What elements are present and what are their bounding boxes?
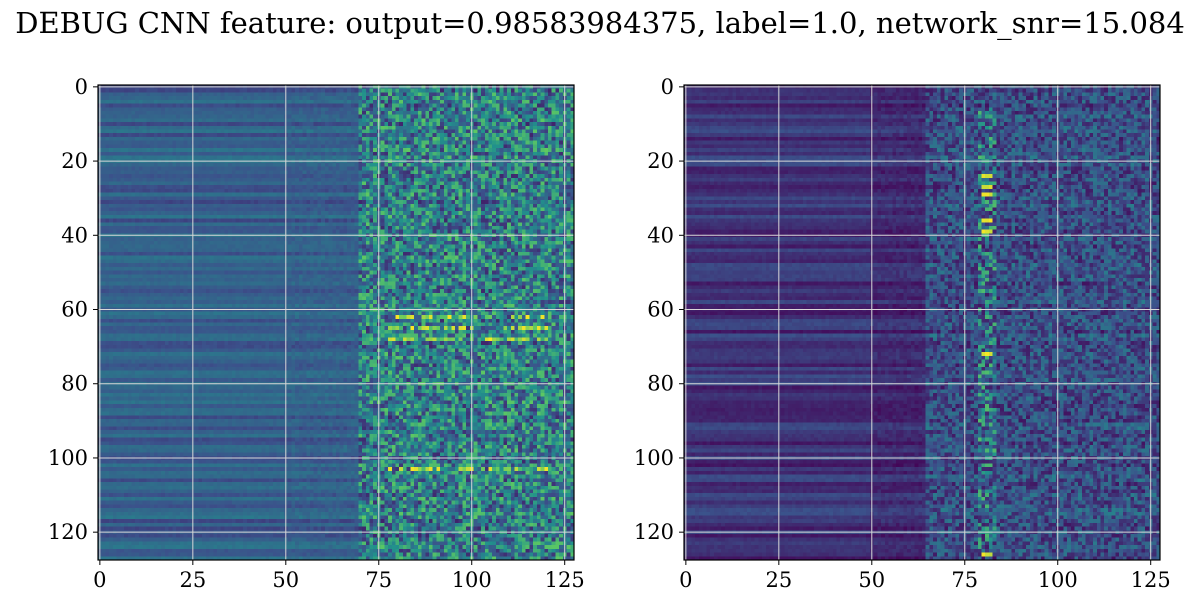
x-tick-label: 50 bbox=[272, 568, 299, 592]
y-tick-label: 20 bbox=[61, 149, 88, 173]
y-tick-label: 40 bbox=[61, 223, 88, 247]
figure-title: DEBUG CNN feature: output=0.98583984375,… bbox=[15, 6, 1185, 40]
x-tick-label: 0 bbox=[93, 568, 106, 592]
x-tick-label: 125 bbox=[545, 568, 585, 592]
heatmap-image-1 bbox=[98, 85, 574, 560]
y-tick-label: 60 bbox=[647, 298, 674, 322]
y-tick-label: 80 bbox=[647, 372, 674, 396]
axes-frame bbox=[683, 84, 1161, 561]
y-tick-label: 40 bbox=[647, 223, 674, 247]
y-tick-label: 100 bbox=[48, 446, 88, 470]
y-tick-label: 0 bbox=[661, 75, 674, 99]
y-tick-label: 120 bbox=[48, 520, 88, 544]
x-tick-label: 100 bbox=[452, 568, 492, 592]
heatmap-panel-1: 0 25 50 75 100 125 0 20 40 60 80 100 120 bbox=[48, 75, 585, 592]
y-tick-label: 100 bbox=[634, 446, 674, 470]
x-tick-label: 50 bbox=[858, 568, 885, 592]
x-tick-label: 75 bbox=[951, 568, 978, 592]
heatmap-panel-2: 0 25 50 75 100 125 0 20 40 60 80 100 120 bbox=[634, 75, 1171, 592]
x-tick-label: 25 bbox=[179, 568, 206, 592]
y-tick-label: 0 bbox=[75, 75, 88, 99]
x-tick-label: 25 bbox=[765, 568, 792, 592]
y-tick-label: 20 bbox=[647, 149, 674, 173]
heatmap-image-2 bbox=[684, 85, 1160, 560]
y-tick-label: 120 bbox=[634, 520, 674, 544]
axes-frame bbox=[97, 84, 575, 561]
x-tick-label: 125 bbox=[1131, 568, 1171, 592]
y-tick-label: 80 bbox=[61, 372, 88, 396]
x-tick-label: 75 bbox=[365, 568, 392, 592]
x-tick-label: 100 bbox=[1038, 568, 1078, 592]
y-tick-label: 60 bbox=[61, 298, 88, 322]
x-tick-label: 0 bbox=[679, 568, 692, 592]
